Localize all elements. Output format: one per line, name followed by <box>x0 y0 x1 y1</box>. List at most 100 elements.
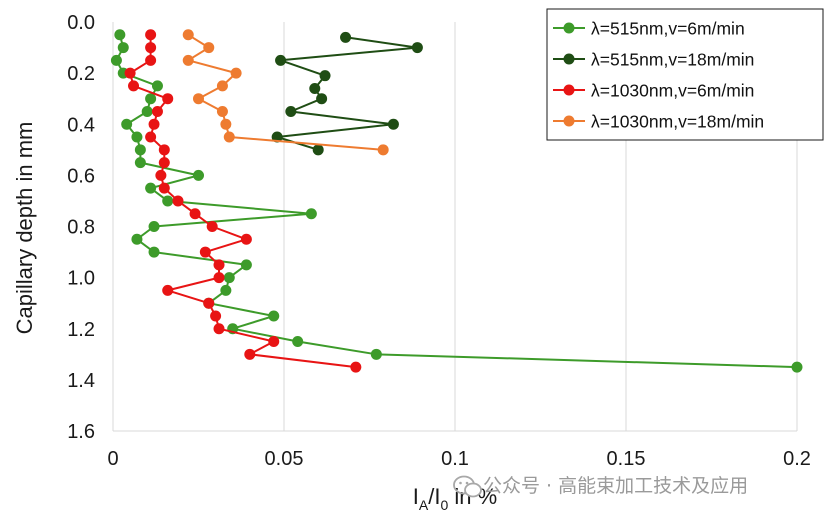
data-point-s1-p3 <box>319 70 331 82</box>
y-tick-label-1: 0.2 <box>67 63 95 85</box>
data-point-s0-p10 <box>134 157 146 169</box>
data-point-s0-p18 <box>240 259 252 271</box>
data-point-s3-p8 <box>223 131 235 143</box>
data-point-s2-p26 <box>350 361 362 373</box>
data-point-s0-p5 <box>145 93 157 105</box>
data-point-s2-p23 <box>213 323 225 335</box>
data-point-s2-p20 <box>162 284 174 296</box>
data-point-s0-p8 <box>131 131 143 143</box>
data-point-s2-p10 <box>158 157 170 169</box>
data-point-s2-p6 <box>151 105 163 117</box>
legend-label-3: λ=1030nm,v=18m/min <box>591 112 764 132</box>
legend-swatch-marker-0 <box>563 22 575 34</box>
data-point-s1-p5 <box>316 93 328 105</box>
data-point-s3-p0 <box>182 29 194 41</box>
data-point-s2-p19 <box>213 272 225 284</box>
legend-label-0: λ=515nm,v=6m/min <box>591 19 745 39</box>
data-point-s1-p6 <box>285 105 297 117</box>
data-point-s2-p22 <box>210 310 222 322</box>
series-3 <box>182 29 389 156</box>
data-point-s3-p7 <box>220 118 232 130</box>
axes <box>112 22 797 432</box>
data-point-s2-p11 <box>155 169 167 181</box>
watermark: 公众号 · 高能束加工技术及应用 <box>453 475 748 498</box>
legend-label-2: λ=1030nm,v=6m/min <box>591 81 754 101</box>
legend-item-2: λ=1030nm,v=6m/min <box>553 81 754 101</box>
data-point-s2-p13 <box>172 195 184 207</box>
series-2 <box>124 29 362 373</box>
data-point-s2-p2 <box>145 54 157 66</box>
data-point-s3-p4 <box>216 80 228 92</box>
data-point-s2-p12 <box>158 182 170 194</box>
legend-item-0: λ=515nm,v=6m/min <box>553 19 745 39</box>
data-point-s1-p9 <box>312 144 324 156</box>
x-tick-label-0: 0 <box>107 448 118 470</box>
data-point-s2-p5 <box>162 93 174 105</box>
data-point-s0-p14 <box>305 208 317 220</box>
data-point-s2-p14 <box>189 208 201 220</box>
data-point-s0-p0 <box>114 29 126 41</box>
data-point-s3-p1 <box>203 42 215 54</box>
data-point-s1-p2 <box>275 54 287 66</box>
legend-item-3: λ=1030nm,v=18m/min <box>553 112 764 132</box>
data-point-s2-p3 <box>124 67 136 79</box>
x-tick-label-3: 0.15 <box>607 448 646 470</box>
y-tick-label-2: 0.4 <box>67 114 95 136</box>
y-tick-label-3: 0.6 <box>67 165 95 187</box>
data-point-s2-p8 <box>145 131 157 143</box>
data-point-s3-p6 <box>216 105 228 117</box>
data-point-s2-p18 <box>213 259 225 271</box>
series-0 <box>110 29 803 373</box>
data-point-s2-p4 <box>128 80 140 92</box>
legend: λ=515nm,v=6m/min λ=515nm,v=18m/min λ=1030n… <box>546 8 824 141</box>
legend-label-1: λ=515nm,v=18m/min <box>591 50 754 70</box>
y-axis-label: Capillary depth in mm <box>12 122 37 335</box>
wechat-icon <box>453 475 482 498</box>
x-tick-label-1: 0.05 <box>265 448 304 470</box>
data-point-s0-p4 <box>151 80 163 92</box>
series-1 <box>271 31 423 156</box>
data-point-s1-p0 <box>340 31 352 43</box>
data-point-s0-p6 <box>141 105 153 117</box>
tick-labels: 0.0 0.2 0.4 0.6 0.8 1.0 1.2 1.4 1.6 0 0.05 0.1 0.15 0… <box>67 12 811 470</box>
data-point-s0-p17 <box>148 246 160 258</box>
data-point-s0-p26 <box>791 361 803 373</box>
data-point-s0-p12 <box>145 182 157 194</box>
series-line-3 <box>187 33 384 151</box>
x-axis-label-main: I <box>413 484 419 509</box>
data-point-s2-p15 <box>206 221 218 232</box>
series-line-1 <box>276 36 419 151</box>
data-point-s0-p20 <box>220 284 232 296</box>
y-tick-label-4: 0.8 <box>67 217 95 239</box>
legend-box <box>546 8 824 141</box>
data-point-s2-p25 <box>244 348 256 360</box>
legend-swatch-marker-3 <box>563 115 575 127</box>
data-point-s3-p5 <box>193 93 204 105</box>
y-tick-label-6: 1.2 <box>67 319 95 341</box>
data-point-s0-p2 <box>110 54 122 66</box>
data-point-s3-p2 <box>182 54 194 66</box>
data-point-s2-p1 <box>145 42 157 54</box>
data-point-s0-p13 <box>162 195 174 207</box>
data-point-s0-p19 <box>223 272 235 284</box>
data-point-s0-p16 <box>131 233 143 245</box>
data-point-s1-p1 <box>411 42 423 54</box>
y-tick-label-0: 0.0 <box>67 12 95 34</box>
data-point-s3-p3 <box>230 67 242 79</box>
x-tick-label-4: 0.2 <box>783 448 811 470</box>
data-point-s1-p4 <box>309 82 321 94</box>
data-point-s0-p15 <box>148 221 160 232</box>
data-point-s0-p22 <box>268 310 280 322</box>
x-axis-label-sub-a: A <box>419 497 429 513</box>
data-point-s2-p16 <box>240 233 252 245</box>
x-tick-label-2: 0.1 <box>441 448 469 470</box>
data-point-s2-p17 <box>199 246 211 258</box>
y-tick-label-5: 1.0 <box>67 268 95 290</box>
data-point-s0-p11 <box>193 169 204 181</box>
data-point-s2-p9 <box>158 144 170 156</box>
legend-item-1: λ=515nm,v=18m/min <box>553 50 754 70</box>
data-point-s0-p1 <box>117 42 129 54</box>
data-point-s2-p21 <box>203 297 215 309</box>
data-point-s1-p7 <box>387 118 399 130</box>
